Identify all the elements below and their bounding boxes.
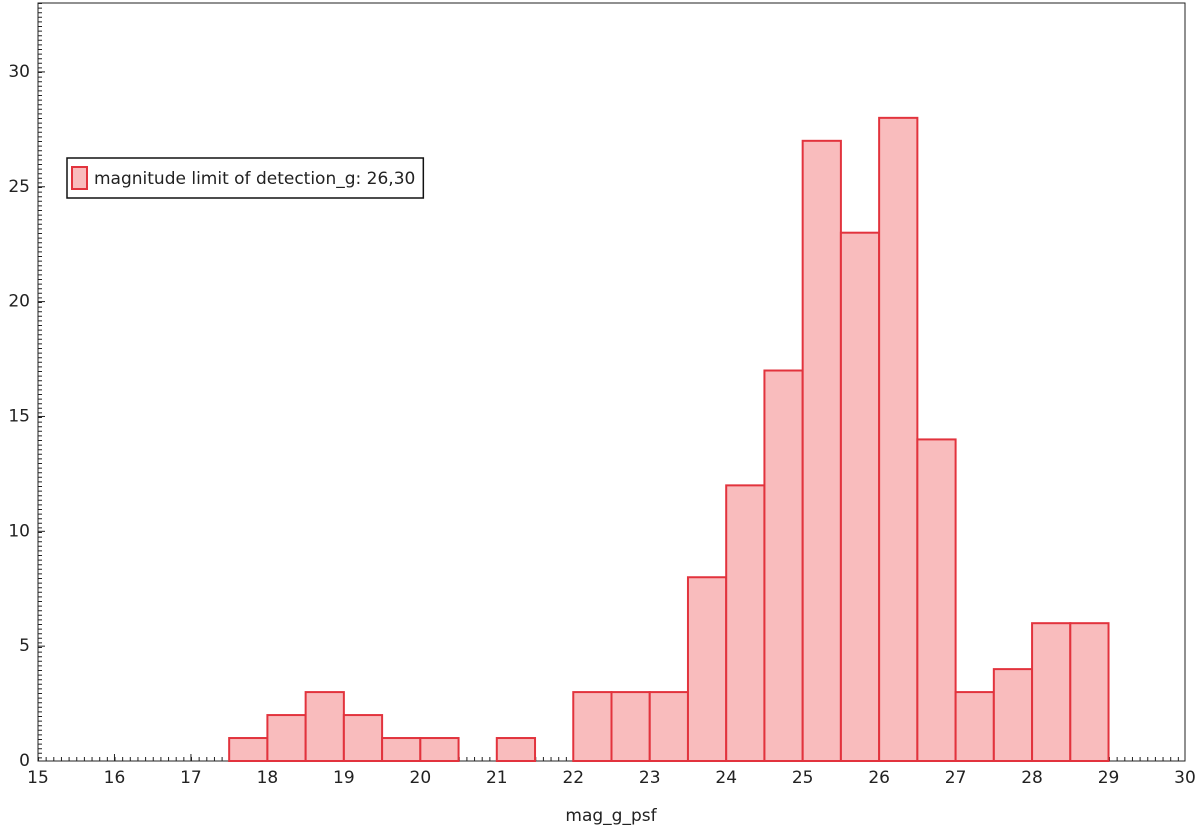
x-tick-label: 30: [1174, 768, 1196, 788]
legend-box: [66, 157, 425, 199]
bar: [381, 737, 422, 762]
y-tick-label: 25: [8, 177, 30, 197]
bar: [801, 139, 842, 762]
bar: [992, 668, 1034, 762]
bar: [1069, 622, 1110, 762]
bar: [648, 691, 689, 762]
x-tick-label: 28: [1021, 768, 1043, 788]
x-axis-label: mag_g_psf: [565, 806, 657, 826]
bar: [839, 231, 881, 763]
y-tick-label: 0: [19, 751, 30, 771]
bar: [916, 438, 957, 762]
bar: [342, 714, 384, 762]
bar: [572, 691, 613, 762]
x-tick-label: 15: [27, 768, 49, 788]
x-tick-label: 29: [1098, 768, 1120, 788]
y-tick-label: 30: [8, 62, 30, 82]
plot-frame: [37, 2, 1186, 762]
bar: [419, 737, 460, 762]
y-tick-label: 15: [8, 406, 30, 426]
x-tick-label: 26: [868, 768, 890, 788]
x-tick-label: 25: [792, 768, 814, 788]
legend-swatch: [71, 166, 88, 190]
bar: [878, 116, 919, 762]
x-tick-label: 19: [333, 768, 355, 788]
x-tick-label: 27: [945, 768, 967, 788]
x-tick-label: 17: [180, 768, 202, 788]
x-tick-label: 20: [410, 768, 432, 788]
x-tick-label: 18: [257, 768, 279, 788]
x-tick-label: 16: [104, 768, 126, 788]
x-tick-label: 24: [715, 768, 737, 788]
y-tick-label: 20: [8, 292, 30, 312]
x-tick-label: 22: [562, 768, 584, 788]
x-tick-label: 23: [639, 768, 661, 788]
bar: [228, 737, 269, 762]
bar: [495, 737, 537, 762]
y-tick-label: 5: [19, 636, 30, 656]
bar: [1031, 622, 1072, 762]
bar: [266, 714, 307, 762]
bar: [304, 691, 345, 762]
bar: [686, 576, 728, 762]
bar: [725, 484, 766, 762]
bar: [954, 691, 995, 762]
bar: [763, 369, 804, 762]
y-tick-label: 10: [8, 521, 30, 541]
x-tick-label: 21: [486, 768, 508, 788]
bar: [610, 691, 651, 762]
legend-label: magnitude limit of detection_g: 26,30: [94, 169, 415, 189]
